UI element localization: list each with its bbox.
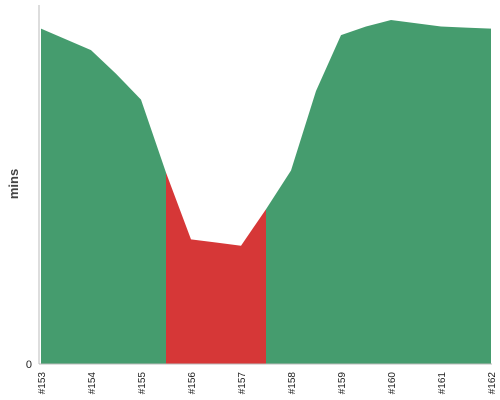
- area-segment-ok-2: [266, 20, 491, 364]
- x-tick-label: #158: [287, 372, 298, 395]
- x-tick-label: #153: [37, 372, 48, 395]
- x-tick-label: #157: [237, 372, 248, 395]
- x-tick-label: #155: [137, 372, 148, 395]
- x-tick-label: #161: [437, 372, 448, 395]
- area-segment-ok-0: [41, 28, 166, 365]
- area-segments: [41, 20, 491, 365]
- y-axis-title: mins: [6, 169, 21, 199]
- x-tick-label: #159: [337, 372, 348, 395]
- x-tick-label: #162: [487, 372, 498, 395]
- y-tick-label: 0: [26, 359, 32, 371]
- x-tick-label: #154: [87, 372, 98, 395]
- area-segment-fail-1: [166, 172, 266, 364]
- x-tick-labels: #153 #154 #155 #156 #157 #158 #159 #160 #161 #162: [37, 372, 498, 395]
- x-tick-label: #156: [187, 372, 198, 395]
- x-tick-label: #160: [387, 372, 398, 395]
